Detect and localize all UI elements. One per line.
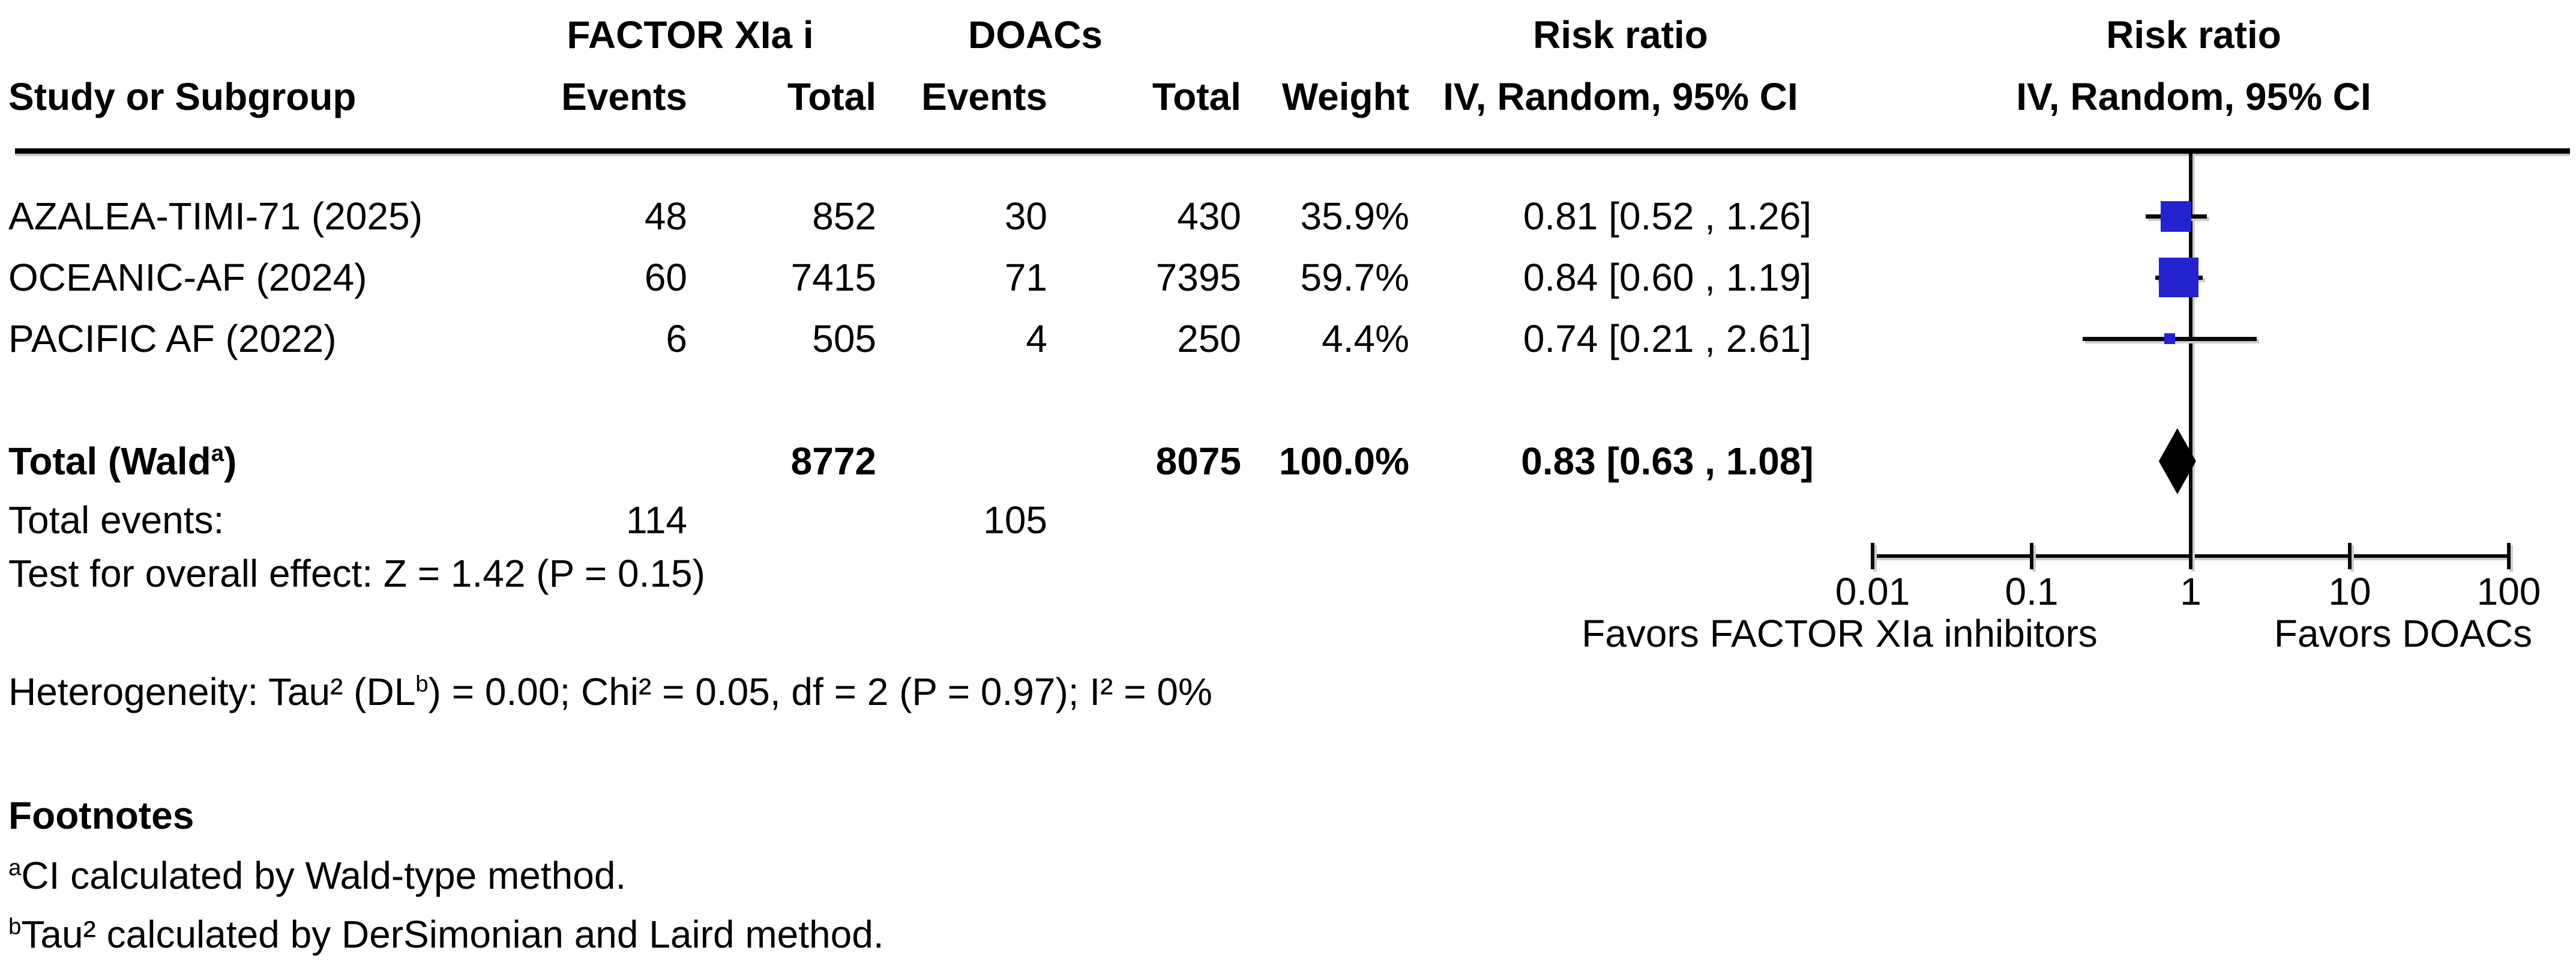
null-effect-line	[2189, 154, 2192, 558]
overall-effect-test-text: Test for overall effect: Z = 1.42 (P = 0…	[8, 552, 705, 595]
experimental-events-value: 60	[644, 256, 687, 299]
effect-square	[2164, 333, 2175, 344]
footnote-a: aCI calculated by Wald-type method.	[8, 854, 627, 897]
footnote-a-marker: a	[8, 855, 22, 881]
control-events-value: 4	[1026, 317, 1047, 360]
risk-ratio-plot-header: Risk ratio	[2106, 13, 2281, 56]
total-experimental-total: 8772	[790, 440, 876, 483]
total-ci-text: 0.83 [0.63 , 1.08]	[1521, 440, 1814, 483]
footnote-b-marker: b	[415, 671, 429, 697]
weight-value: 59.7%	[1300, 256, 1409, 299]
axis-tick-label: 100	[2476, 570, 2541, 613]
experimental-events-value: 6	[666, 317, 687, 360]
total-events-experimental: 114	[625, 498, 687, 542]
axis-tick-label: 0.1	[2005, 570, 2059, 613]
experimental-total-header: Total	[787, 75, 876, 118]
study-name: PACIFIC AF (2022)	[8, 317, 337, 360]
ci-text-value: 0.81 [0.52 , 1.26]	[1523, 195, 1812, 238]
control-total-value: 430	[1177, 195, 1241, 238]
control-total-header: Total	[1152, 75, 1241, 118]
footnotes-title: Footnotes	[8, 794, 194, 837]
weight-value: 35.9%	[1300, 195, 1409, 238]
axis-tick	[2507, 543, 2511, 569]
heterogeneity-text: Heterogeneity: Tau² (DLb) = 0.00; Chi² =…	[8, 670, 1212, 713]
total-control-total: 8075	[1155, 440, 1241, 483]
axis-tick	[2189, 543, 2192, 569]
footnote-b: bTau² calculated by DerSimonian and Lair…	[8, 913, 884, 956]
control-events-header: Events	[921, 75, 1047, 118]
control-events-value: 71	[1004, 256, 1047, 299]
experimental-group-header: FACTOR XIa i	[567, 13, 814, 56]
total-events-control: 105	[983, 498, 1047, 542]
axis-tick	[2348, 543, 2352, 569]
footnote-b-marker: b	[8, 913, 22, 940]
study-name: OCEANIC-AF (2024)	[8, 256, 367, 299]
effect-square	[2159, 258, 2198, 297]
axis-tick-label: 0.01	[1835, 570, 1910, 613]
experimental-total-value: 852	[812, 195, 876, 238]
experimental-total-value: 7415	[790, 256, 876, 299]
study-name: AZALEA-TIMI-71 (2025)	[8, 195, 423, 238]
axis-tick	[2030, 543, 2033, 569]
axis-tick	[1871, 543, 1874, 569]
ci-text-value: 0.84 [0.60 , 1.19]	[1523, 256, 1812, 299]
control-total-value: 250	[1177, 317, 1241, 360]
total-events-label: Total events:	[8, 498, 224, 542]
axis-tick-label: 10	[2328, 570, 2371, 613]
ci-text-value: 0.74 [0.21 , 2.61]	[1523, 317, 1812, 360]
method-table-header: IV, Random, 95% CI	[1443, 75, 1798, 118]
control-events-value: 30	[1004, 195, 1047, 238]
axis-tick-label: 1	[2180, 570, 2201, 613]
total-row-label: Total (Walda)	[8, 440, 237, 483]
footnote-a-marker: a	[211, 440, 224, 467]
experimental-events-value: 48	[644, 195, 687, 238]
favors-right-label: Favors DOACs	[2274, 612, 2533, 655]
weight-column-header: Weight	[1281, 75, 1409, 118]
effect-square	[2161, 201, 2191, 232]
total-weight: 100.0%	[1278, 440, 1409, 483]
experimental-total-value: 505	[812, 317, 876, 360]
header-divider-rule	[15, 148, 2570, 154]
method-plot-header: IV, Random, 95% CI	[2016, 75, 2371, 118]
weight-value: 4.4%	[1322, 317, 1409, 360]
control-total-value: 7395	[1155, 256, 1241, 299]
favors-left-label: Favors FACTOR XIa inhibitors	[1581, 612, 2098, 655]
risk-ratio-table-header: Risk ratio	[1533, 13, 1708, 56]
study-column-header: Study or Subgroup	[8, 75, 357, 118]
control-group-header: DOACs	[968, 13, 1103, 56]
experimental-events-header: Events	[561, 75, 687, 118]
